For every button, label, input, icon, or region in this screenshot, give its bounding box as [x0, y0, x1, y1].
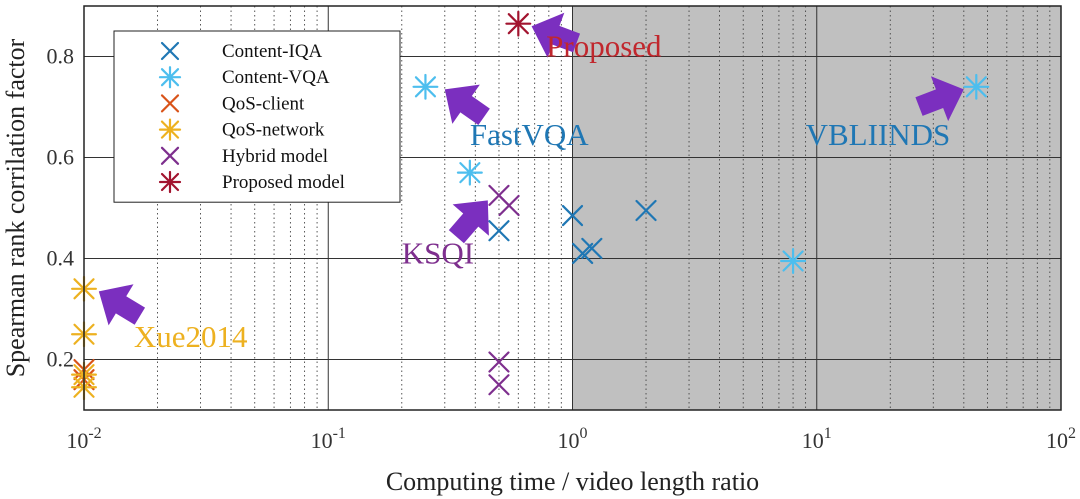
y-tick-label: 0.4 [47, 246, 75, 271]
annotation-vbliinds: VBLIINDS [806, 117, 951, 152]
point-content-iqa [635, 199, 657, 222]
tick-labels: 0.2 0.4 0.6 0.8 10-2 10-1 100 101 102 [47, 44, 1077, 454]
annotation-layer: Proposed FastVQA VBLIINDS KSQI Xue2014 [98, 12, 964, 354]
legend-marker-qos-network [158, 118, 182, 141]
x-tick-label: 10-2 [66, 425, 101, 453]
legend-label-content-iqa: Content-IQA [222, 41, 323, 62]
plot-frame [83, 5, 1062, 411]
y-tick-label: 0.6 [47, 145, 75, 170]
point-content-vqa [412, 73, 439, 100]
point-content-iqa [561, 204, 584, 227]
y-axis-label: Spearman rank corrilation factor [1, 38, 30, 377]
point-content-vqa [780, 248, 807, 274]
legend-label-proposed-model: Proposed model [222, 172, 345, 193]
y-tick-label: 0.8 [47, 44, 75, 69]
x-tick-label: 10-1 [311, 425, 346, 453]
x-tick-label: 101 [802, 425, 832, 453]
annotation-arrow [98, 284, 146, 326]
legend-marker-qos-client [160, 94, 180, 113]
point-hybrid-model [498, 194, 520, 217]
point-content-iqa [572, 242, 594, 265]
legend: Content-IQA Content-VQA QoS-client QoS-netw… [113, 30, 401, 203]
point-content-iqa [581, 237, 603, 259]
legend-marker-hybrid-model [160, 146, 180, 165]
legend-label-qos-network: QoS-network [222, 120, 325, 141]
y-tick-label: 0.2 [47, 347, 75, 372]
legend-marker-content-vqa [158, 66, 182, 89]
annotation-xue2014: Xue2014 [134, 319, 248, 354]
legend-label-hybrid-model: Hybrid model [222, 146, 328, 167]
grid-layer [84, 6, 1061, 410]
point-hybrid-model [488, 374, 510, 396]
point-content-vqa [963, 73, 990, 100]
legend-marker-content-iqa [160, 41, 180, 61]
point-content-iqa [488, 220, 510, 242]
point-content-vqa [456, 159, 483, 186]
x-axis-label: Computing time / video length ratio [386, 467, 759, 496]
legend-label-content-vqa: Content-VQA [222, 67, 330, 88]
annotation-arrow [915, 76, 964, 122]
annotation-fastvqa: FastVQA [470, 117, 589, 152]
legend-label-qos-client: QoS-client [222, 93, 305, 114]
annotation-proposed: Proposed [546, 29, 662, 64]
x-tick-label: 100 [558, 425, 588, 453]
annotation-ksqi: KSQI [402, 236, 474, 271]
point-hybrid-model [488, 351, 510, 373]
marker-layer [71, 10, 990, 401]
annotation-arrow [531, 12, 581, 58]
x-tick-label: 102 [1046, 425, 1076, 453]
point-proposed-model [505, 10, 532, 37]
legend-marker-proposed-model [158, 170, 182, 194]
annotation-arrow [444, 84, 490, 126]
annotation-arrow [448, 200, 489, 244]
